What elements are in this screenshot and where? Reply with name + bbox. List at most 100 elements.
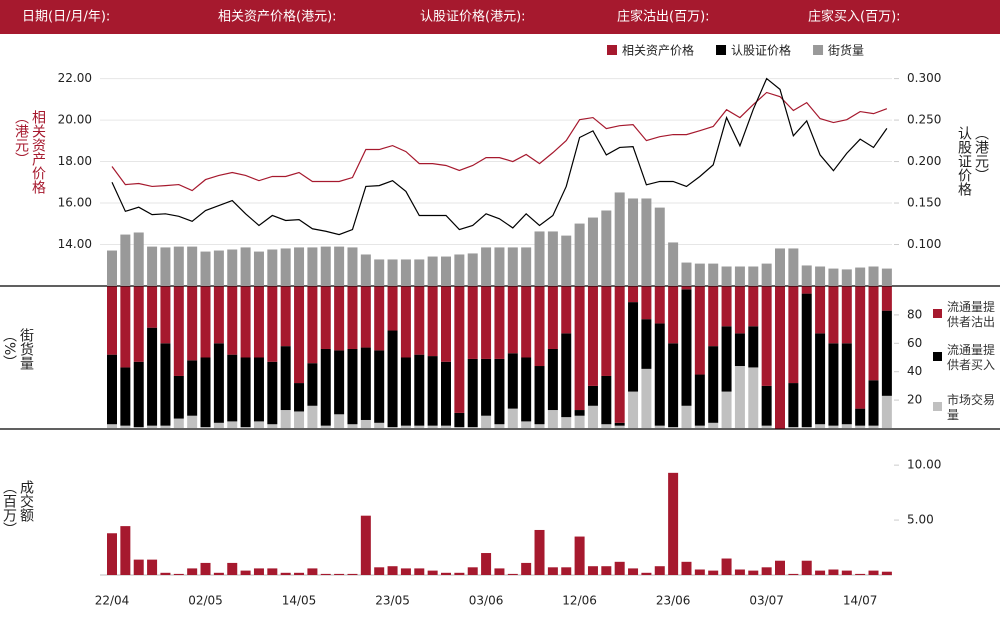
volume-bar (881, 571, 892, 575)
volume-bar (587, 566, 598, 575)
legend-label: 市场交易量 (947, 393, 996, 422)
outstanding-bar (307, 247, 318, 286)
volume-bar (441, 572, 451, 575)
outstanding-bar (881, 268, 892, 286)
volume-bar (561, 567, 572, 575)
x-tick-label: 03/06 (469, 594, 504, 608)
stack-segment (587, 286, 598, 386)
volume-bar (641, 572, 652, 575)
stack-segment (734, 366, 745, 429)
volume-bar (414, 568, 425, 575)
volume-bar (507, 573, 518, 575)
stack-segment (481, 415, 492, 429)
y-tick-label: 16.00 (58, 196, 92, 210)
volume-bar (107, 533, 117, 575)
stack-segment (521, 357, 532, 422)
outstanding-bar (120, 234, 131, 286)
stack-segment (200, 357, 211, 428)
stack-segment (213, 343, 224, 423)
stack-segment (441, 286, 451, 362)
stack-segment (547, 410, 558, 429)
stack-segment (320, 286, 331, 349)
outstanding-bar (147, 246, 158, 286)
stack-segment (347, 424, 358, 429)
volume-bar (775, 560, 785, 575)
stack-segment (868, 380, 879, 426)
stack-segment (387, 427, 398, 429)
y2-title: 认股证价格（港元） (956, 126, 989, 196)
stack-segment (828, 343, 839, 426)
stack-segment (881, 310, 892, 396)
stack-segment (601, 286, 612, 376)
volume-bar (467, 567, 478, 575)
stack-segment (400, 357, 411, 426)
volume-bar (374, 567, 385, 575)
volume-bar (213, 572, 224, 575)
stack-segment (761, 286, 772, 386)
volume-bar (173, 573, 184, 575)
outstanding-bar (641, 198, 652, 286)
stack-segment (187, 286, 198, 361)
stack-segment (775, 286, 785, 429)
volume-bar (668, 472, 679, 575)
outstanding-bar (294, 247, 305, 286)
legend-swatch (933, 352, 942, 361)
stack-segment (561, 417, 572, 429)
stack-segment (534, 424, 545, 429)
stack-segment (120, 286, 131, 368)
outstanding-bar (775, 248, 785, 286)
stack-segment (427, 356, 438, 426)
stack-segment (240, 427, 251, 429)
volume-bar (147, 559, 158, 575)
stack-segment (828, 425, 839, 429)
stack-segment (294, 286, 305, 384)
volume-bar (748, 570, 759, 575)
volume-bar (307, 568, 318, 575)
stack-segment (694, 374, 705, 426)
outstanding-bar (587, 217, 598, 286)
stack-segment (160, 343, 171, 426)
x-tick-label: 03/07 (749, 594, 784, 608)
stack-segment (253, 421, 264, 429)
y-tick-label: 22.00 (58, 71, 92, 85)
volume-bar (815, 570, 826, 575)
stack-segment (668, 286, 679, 344)
stack-segment (587, 385, 598, 406)
outstanding-bar (668, 242, 679, 286)
stack-segment (654, 323, 665, 426)
stack-segment (841, 343, 852, 425)
outstanding-bar (494, 247, 505, 286)
stack-segment (213, 422, 224, 429)
stack-segment (521, 421, 532, 429)
y2-tick-label: 0.300 (907, 71, 941, 85)
outstanding-bar (427, 256, 438, 286)
stack-segment (173, 375, 184, 419)
y-tick-label: 40 (907, 364, 922, 378)
stack-segment (855, 425, 866, 429)
outstanding-bar (681, 262, 692, 286)
stack-segment (628, 302, 639, 392)
stack-segment (641, 319, 652, 369)
x-tick-label: 14/05 (282, 594, 317, 608)
outstanding-bar (227, 249, 238, 286)
stack-segment (120, 425, 131, 429)
stack-segment (748, 326, 759, 368)
volume-bar (160, 572, 171, 575)
stack-segment (547, 286, 558, 349)
stack-segment (521, 286, 532, 358)
outstanding-bar (708, 263, 719, 286)
outstanding-bar (334, 246, 345, 286)
stack-segment (721, 286, 732, 327)
stack-segment (334, 350, 345, 415)
legend-label: 流通量提供者买入 (947, 343, 996, 372)
y-tick-label: 80 (907, 307, 922, 321)
outstanding-bar (160, 247, 171, 286)
x-tick-label: 14/07 (843, 594, 878, 608)
stack-segment (507, 353, 518, 409)
volume-bar (253, 568, 264, 575)
y-title: 相关资产价格（港元） (13, 110, 46, 194)
stack-segment (855, 408, 866, 426)
stack-segment (801, 286, 812, 294)
stack-segment (120, 367, 131, 426)
outstanding-bar (547, 231, 558, 286)
